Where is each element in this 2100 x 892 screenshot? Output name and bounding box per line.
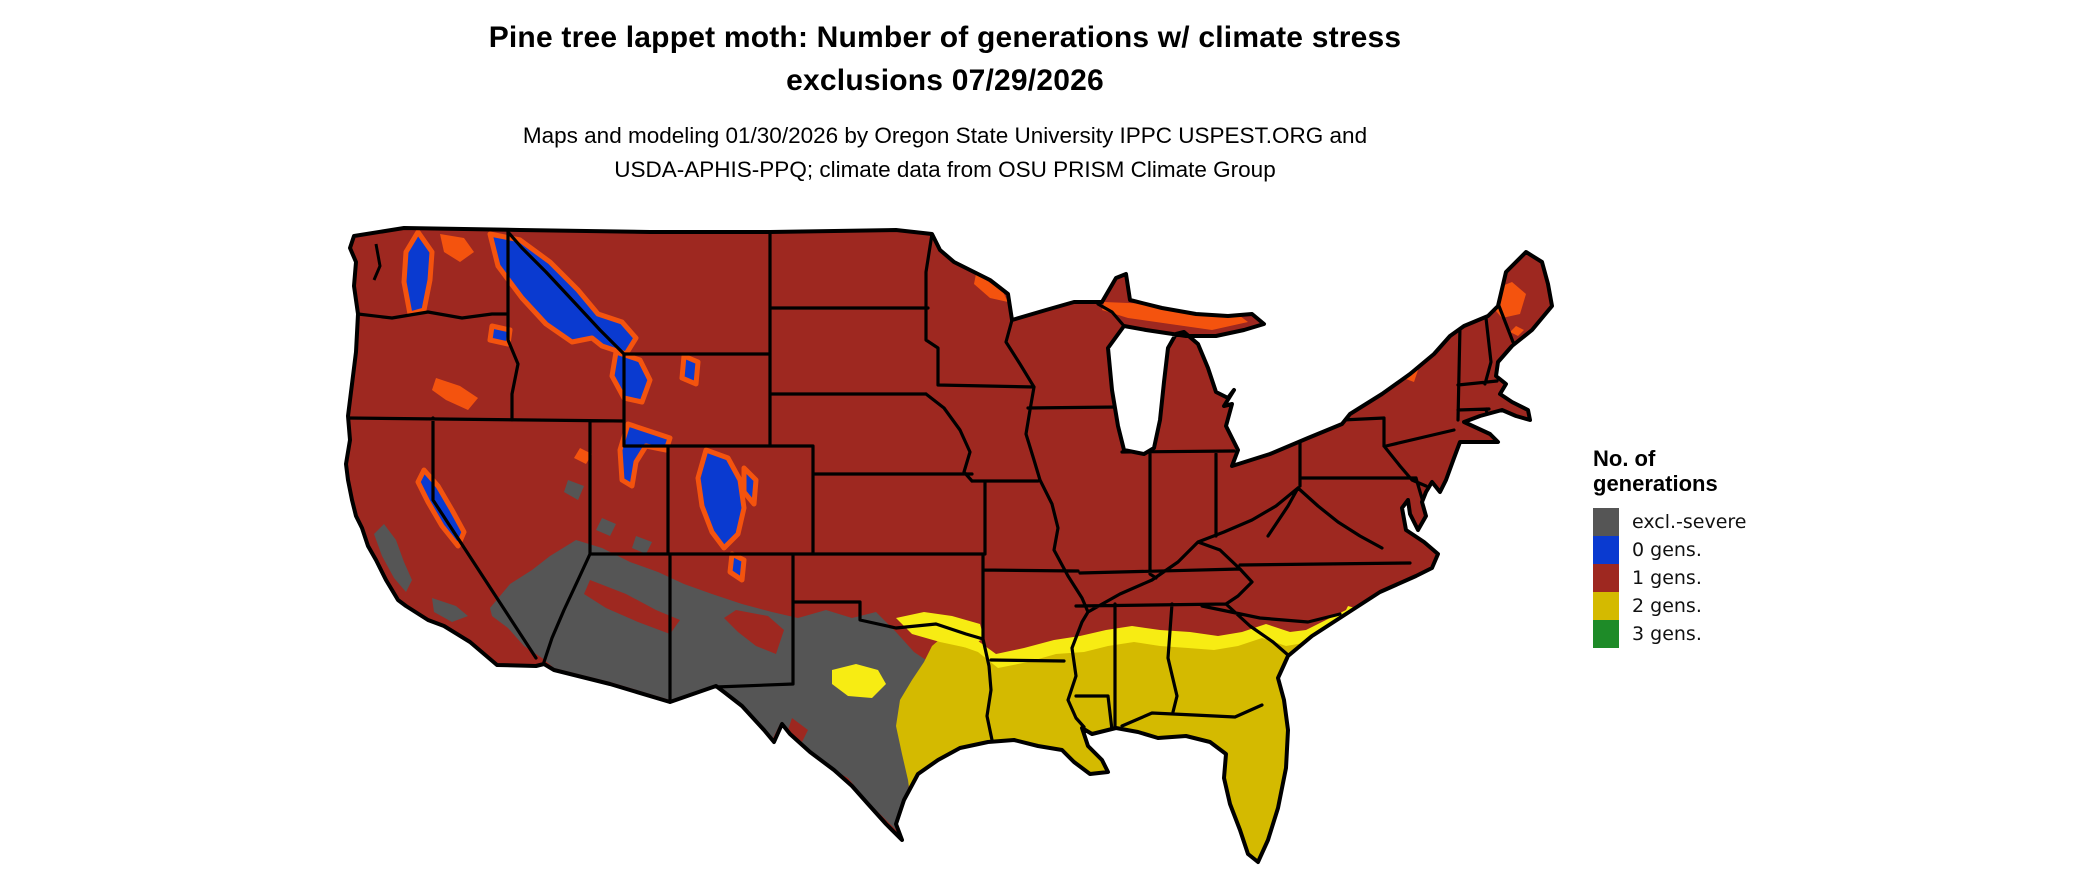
- legend-item: 0 gens.: [1593, 536, 1833, 564]
- us-map-svg: [344, 226, 1554, 864]
- subtitle-line2: USDA-APHIS-PPQ; climate data from OSU PR…: [614, 157, 1276, 182]
- legend: No. of generations excl.-severe 0 gens. …: [1593, 446, 1833, 648]
- legend-label: 0 gens.: [1632, 539, 1702, 561]
- region-1-generation-inliers: [584, 580, 808, 742]
- us-generations-map: [340, 218, 1560, 890]
- legend-swatch-0-gens: [1593, 536, 1619, 564]
- legend-item: 1 gens.: [1593, 564, 1833, 592]
- region-transition-yellow: [832, 606, 1362, 698]
- region-excluded-severe: [374, 480, 944, 836]
- us-landmass-1-generation-base: [346, 228, 1552, 862]
- puget-sound-inlet: [372, 243, 382, 281]
- subtitle-line1: Maps and modeling 01/30/2026 by Oregon S…: [522, 123, 1368, 148]
- legend-label: 2 gens.: [1632, 595, 1702, 617]
- title-line2: exclusions 07/29/2026: [786, 64, 1104, 97]
- legend-item: 2 gens.: [1593, 592, 1833, 620]
- legend-swatch-2-gens: [1593, 592, 1619, 620]
- legend-item: excl.-severe: [1593, 508, 1833, 536]
- legend-swatch-1-gens: [1593, 564, 1619, 592]
- region-0-generations-patches: [401, 229, 759, 583]
- legend-item: 3 gens.: [1593, 620, 1833, 648]
- legend-title: No. of generations: [1593, 446, 1718, 496]
- title-line1: Pine tree lappet moth: Number of generat…: [488, 21, 1402, 54]
- legend-label: excl.-severe: [1632, 511, 1747, 533]
- legend-swatch-3-gens: [1593, 620, 1619, 648]
- figure-title: Pine tree lappet moth: Number of generat…: [0, 16, 1890, 102]
- legend-label: 3 gens.: [1632, 623, 1702, 645]
- legend-swatch-excl-severe: [1593, 508, 1619, 536]
- legend-label: 1 gens.: [1632, 567, 1702, 589]
- figure-subtitle: Maps and modeling 01/30/2026 by Oregon S…: [0, 119, 1890, 187]
- state-borders: [346, 228, 1515, 742]
